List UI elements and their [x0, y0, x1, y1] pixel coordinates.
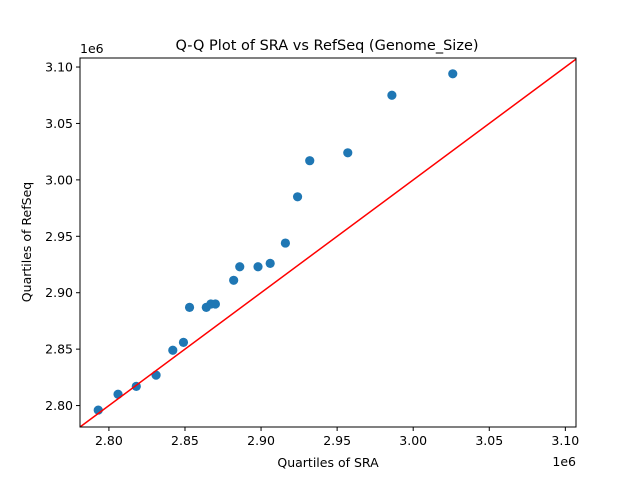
data-point [448, 69, 458, 79]
data-point [280, 238, 290, 248]
data-point [305, 156, 315, 166]
data-point [210, 299, 221, 309]
x-tick-label: 2.85 [171, 433, 199, 448]
x-tick-label: 2.80 [95, 433, 123, 448]
y-offset-text: 1e6 [80, 41, 104, 56]
x-tick-label: 3.10 [551, 433, 579, 448]
data-point [343, 148, 353, 158]
data-point [387, 90, 397, 100]
x-offset-text: 1e6 [552, 454, 576, 469]
reference-line [79, 58, 577, 428]
data-point [253, 262, 263, 272]
y-axis-label: Quartiles of RefSeq [19, 182, 34, 302]
data-point [168, 345, 178, 355]
data-point [229, 275, 239, 285]
y-tick-label: 3.05 [45, 116, 73, 131]
data-point [184, 302, 195, 312]
x-tick-label: 2.95 [323, 433, 351, 448]
plot-frame [79, 57, 577, 428]
data-point [113, 389, 123, 399]
y-tick-label: 2.90 [45, 285, 73, 300]
data-point [178, 337, 189, 347]
x-tick-label: 3.00 [399, 433, 427, 448]
y-tick-label: 3.10 [45, 60, 73, 75]
data-point [151, 370, 161, 380]
y-tick-label: 2.95 [45, 229, 73, 244]
chart-title: Q-Q Plot of SRA vs RefSeq (Genome_Size) [175, 38, 478, 54]
data-point [265, 258, 275, 268]
data-point [292, 192, 303, 202]
x-tick-label: 3.05 [475, 433, 503, 448]
x-tick-label: 2.90 [247, 433, 275, 448]
y-tick-label: 3.00 [45, 172, 73, 187]
data-point [235, 262, 245, 272]
x-axis-label: Quartiles of SRA [277, 455, 379, 470]
y-tick-label: 2.85 [45, 342, 73, 357]
y-tick-label: 2.80 [45, 398, 73, 413]
